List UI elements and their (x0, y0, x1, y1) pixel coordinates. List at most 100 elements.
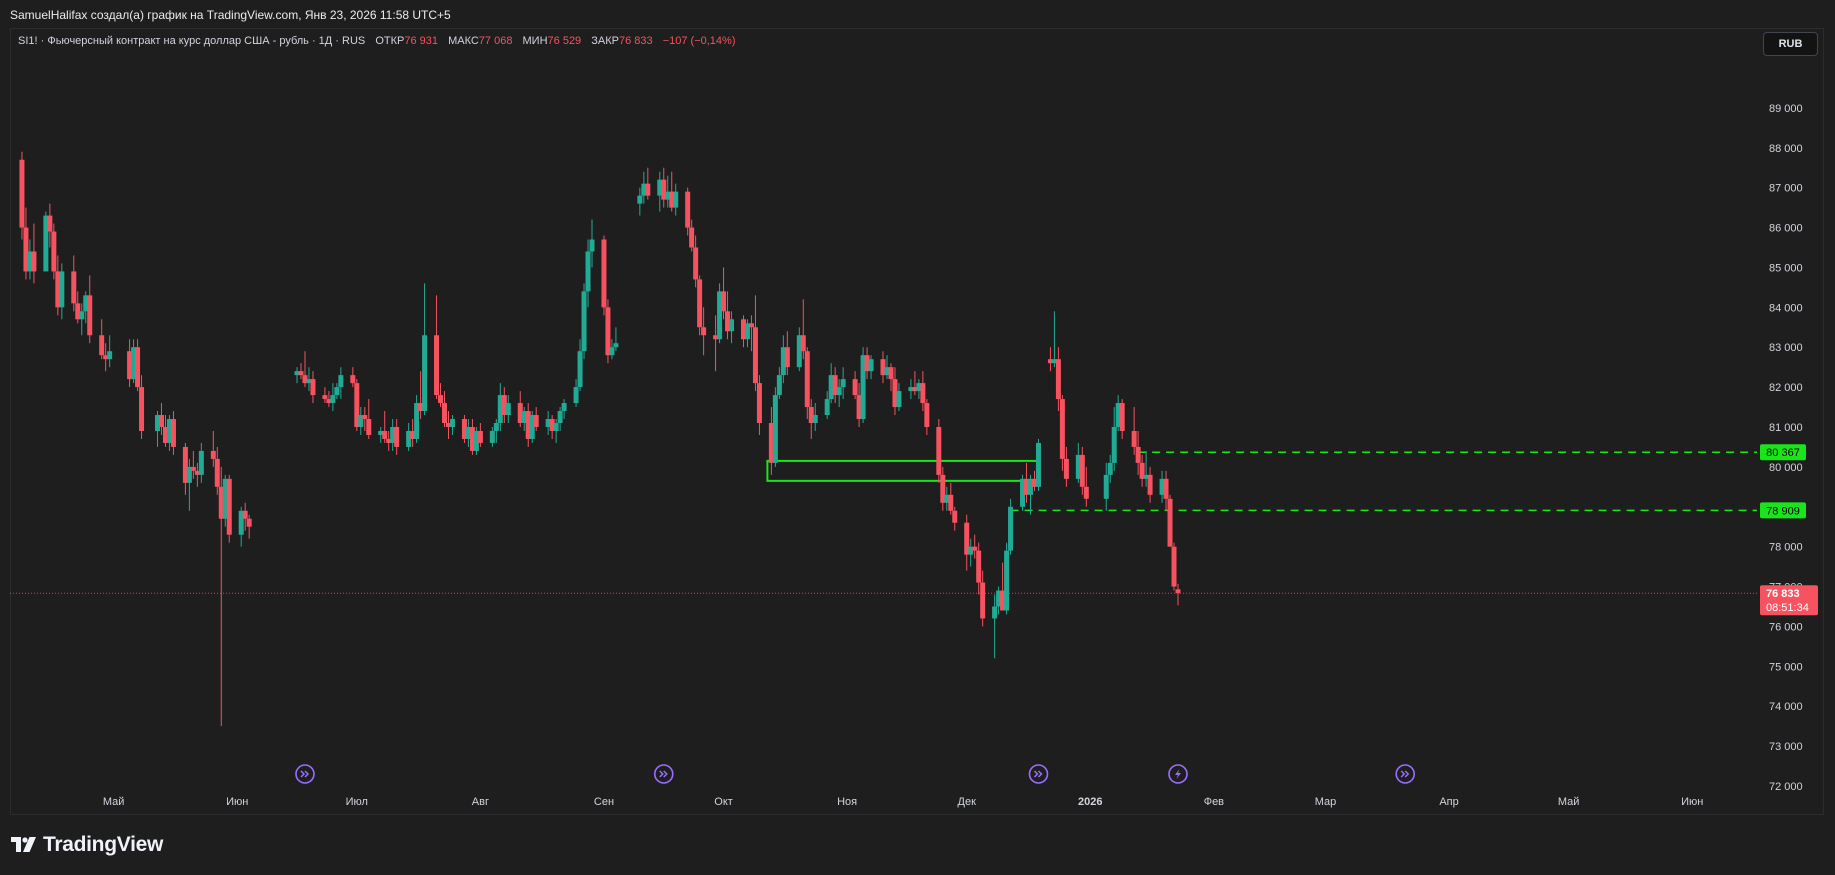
candle-body (394, 426, 400, 447)
candle-body (976, 550, 982, 583)
countdown-label: 08:51:34 (1766, 602, 1809, 614)
candle-body (418, 403, 424, 412)
candle-body (908, 387, 914, 392)
candle-body (1131, 430, 1137, 447)
split-event-icon (1168, 764, 1188, 784)
candle-body (952, 510, 958, 523)
candle-body (438, 395, 444, 404)
y-tick-label: 84 000 (1769, 302, 1803, 314)
candle-body (693, 247, 699, 280)
candle-body (103, 355, 109, 360)
candle-body (1031, 478, 1037, 487)
candle-body (896, 391, 902, 408)
candlestick-chart[interactable]: 89 000 88 000 87 000 86 000 85 000 84 000 83 0… (0, 0, 1835, 820)
candle-body (796, 335, 802, 368)
candle-body (992, 606, 998, 619)
x-tick-label: 2026 (1078, 796, 1102, 808)
candle-body (135, 347, 141, 388)
candle-body (1063, 458, 1069, 479)
candle-body (497, 395, 503, 424)
candle-body (1115, 403, 1121, 427)
candle-body (717, 291, 723, 340)
candle-body (107, 351, 113, 360)
candle-body (589, 239, 595, 252)
candle-body (469, 426, 475, 451)
candle-body (79, 311, 85, 320)
candle-body (972, 546, 978, 551)
symbol-title: SI1! · Фьючерсный контракт на курс долла… (18, 35, 366, 47)
x-tick-label: Июн (226, 796, 248, 808)
candle-body (557, 411, 563, 424)
candle-body (912, 387, 918, 392)
candle-body (477, 430, 483, 443)
candle-body (948, 494, 954, 511)
close-value: 76 833 (618, 35, 653, 47)
candle-body (158, 415, 164, 427)
candle-body (673, 191, 679, 208)
change-value: −107 (−0,14%) (662, 35, 736, 47)
candle-body (493, 423, 499, 431)
candle-body (75, 303, 81, 320)
y-tick-label: 87 000 (1769, 183, 1803, 195)
candle-body (406, 430, 412, 447)
candle-body (916, 383, 922, 392)
candle-body (194, 470, 200, 475)
candle-body (824, 399, 830, 416)
candle-body (1159, 478, 1165, 495)
candle-body (473, 430, 479, 451)
candle-body (1143, 474, 1149, 479)
candle-body (641, 183, 647, 196)
candle-body (657, 179, 663, 196)
candle-body (1107, 462, 1113, 475)
candle-body (832, 375, 838, 396)
candle-body (306, 379, 312, 384)
tradingview-logo[interactable]: TradingView (11, 833, 163, 857)
candle-body (43, 215, 49, 272)
candle-body (836, 387, 842, 396)
candle-body (489, 430, 495, 443)
candle-body (1024, 478, 1030, 495)
x-tick-label: Авг (472, 796, 489, 808)
candle-body (1047, 359, 1053, 364)
candle-body (740, 319, 746, 340)
candle-body (573, 387, 579, 404)
candle-body (298, 371, 304, 376)
high-value: 77 068 (478, 35, 513, 47)
candle-body (840, 379, 846, 388)
candle-body (1075, 454, 1081, 479)
candle-body (752, 327, 758, 384)
candle-body (888, 367, 894, 380)
candle-body (577, 351, 583, 388)
y-tick-label: 80 000 (1769, 462, 1803, 474)
candle-body (139, 387, 145, 431)
candle-body (302, 375, 308, 384)
last-price-label: 76 833 (1766, 588, 1800, 600)
candle-body (1167, 498, 1173, 547)
candle-body (422, 335, 428, 412)
candle-body (358, 415, 364, 427)
close-label: ЗАКР (591, 35, 619, 47)
candle-body (386, 438, 392, 443)
candle-body (864, 355, 870, 372)
candle-body (1051, 359, 1057, 364)
chart-frame (10, 28, 1824, 815)
candle-body (525, 411, 531, 439)
candle-body (23, 227, 29, 272)
arrow-right-icon (1033, 770, 1043, 778)
dividend-event-icon (1028, 764, 1049, 784)
candle-body (721, 291, 727, 312)
candle-body (980, 582, 986, 619)
candle-body (665, 191, 671, 200)
y-tick-label: 82 000 (1769, 382, 1803, 394)
candle-body (944, 494, 950, 503)
dividend-event-icon (653, 764, 674, 784)
y-tick-label: 83 000 (1769, 342, 1803, 354)
candle-body (776, 375, 782, 396)
candle-body (780, 347, 786, 376)
candle-body (55, 271, 61, 308)
candle-body (27, 251, 33, 272)
currency-button[interactable]: RUB (1763, 32, 1818, 56)
y-tick-label: 73 000 (1769, 741, 1803, 753)
candle-body (533, 415, 539, 427)
candle-body (920, 383, 926, 404)
